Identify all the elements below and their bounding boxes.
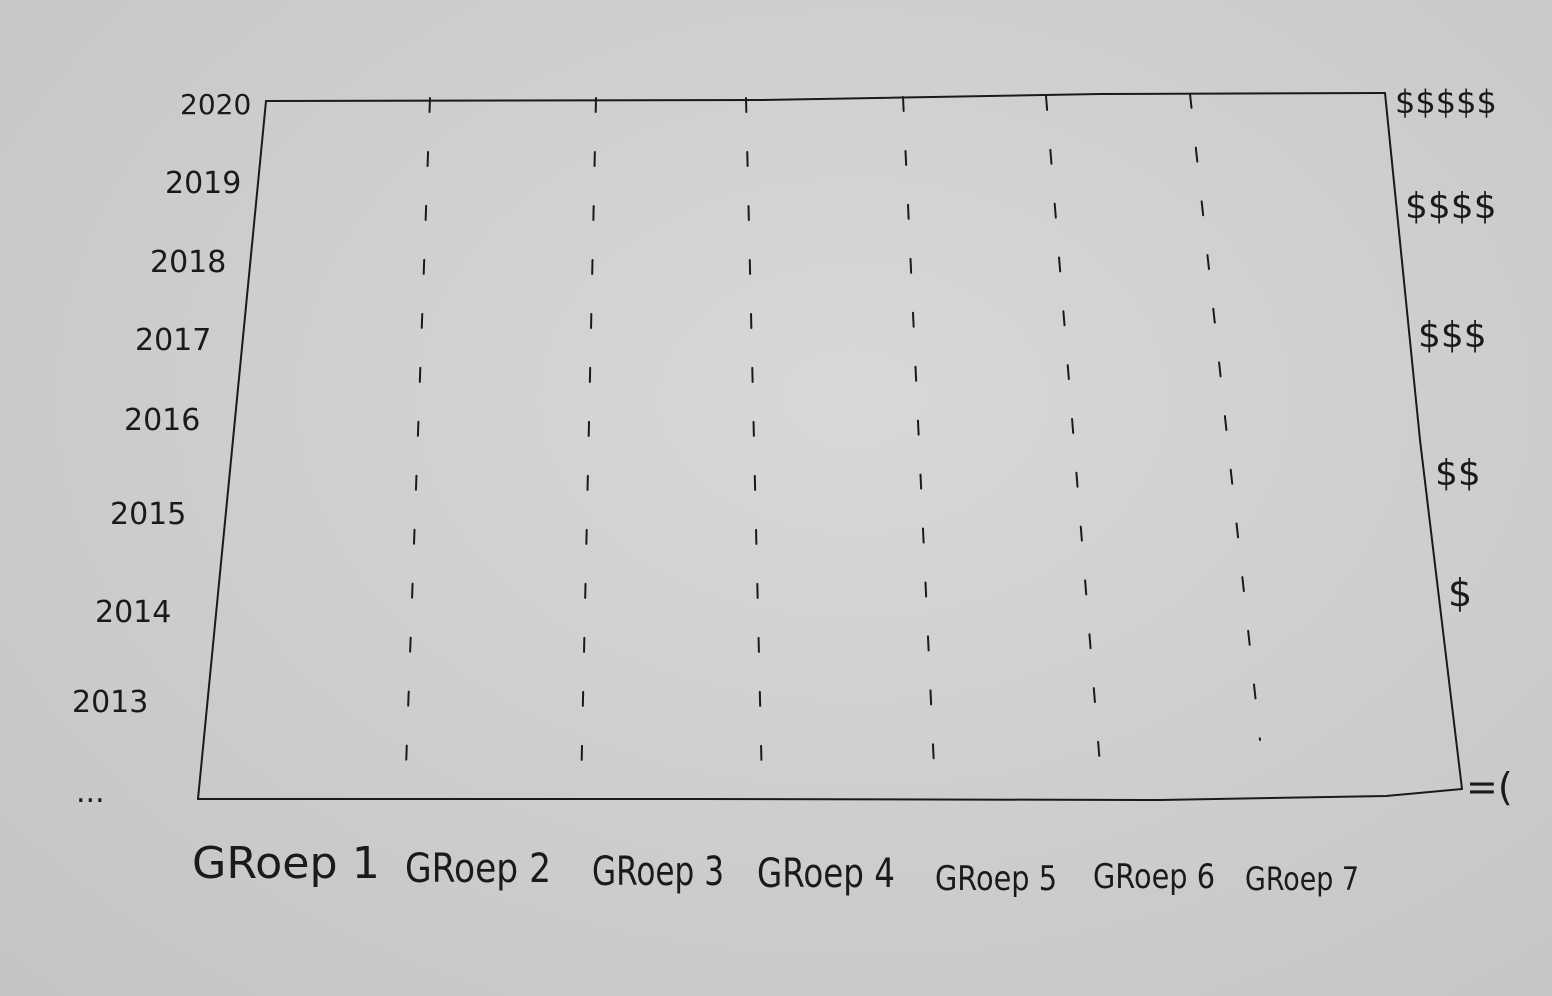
divider-line-1 [404, 97, 431, 796]
frame-top-edge [265, 92, 1386, 102]
group-dividers [404, 93, 1261, 796]
group-label-1: GRoep 1 [192, 838, 380, 889]
money-label-3: $$$ [1418, 315, 1487, 356]
money-label-1: $ [1448, 571, 1472, 615]
x-axis-labels: GRoep 1 GRoep 2 GRoep 3 GRoep 4 GRoep 5 … [192, 838, 1359, 899]
year-label-2018: 2018 [150, 245, 226, 280]
group-label-6: GRoep 6 [1093, 857, 1215, 897]
divider-line-2 [580, 97, 597, 793]
divider-line-6 [1189, 93, 1261, 741]
money-label-2: $$ [1435, 453, 1481, 494]
right-axis-labels: $$$$$ $$$$ $$$ $$ $ =( [1395, 83, 1513, 809]
money-label-5: $$$$$ [1395, 83, 1497, 121]
year-label-2013: 2013 [72, 685, 148, 720]
divider-line-3 [745, 97, 763, 786]
year-label-2016: 2016 [124, 403, 200, 438]
money-label-4: $$$$ [1405, 186, 1497, 227]
group-label-2: GRoep 2 [405, 846, 551, 892]
year-label-2019: 2019 [165, 166, 241, 201]
year-label-2014: 2014 [95, 595, 171, 630]
frame-right-edge [1384, 92, 1463, 790]
frame-bottom-edge [197, 788, 1463, 801]
chart-frame [197, 92, 1463, 801]
group-label-5: GRoep 5 [935, 859, 1057, 899]
year-label-ellipsis: ... [76, 775, 105, 810]
group-label-7: GRoep 7 [1245, 860, 1359, 898]
left-axis-labels: 2020 2019 2018 2017 2016 2015 2014 2013 … [72, 88, 251, 810]
year-label-2020: 2020 [180, 88, 251, 121]
divider-line-5 [1045, 95, 1101, 766]
divider-line-4 [902, 96, 936, 789]
frame-left-edge [197, 100, 267, 800]
year-label-2017: 2017 [135, 323, 211, 358]
group-label-4: GRoep 4 [757, 851, 895, 897]
group-label-3: GRoep 3 [592, 849, 724, 895]
year-label-2015: 2015 [110, 497, 186, 532]
money-label-sad: =( [1466, 765, 1513, 809]
